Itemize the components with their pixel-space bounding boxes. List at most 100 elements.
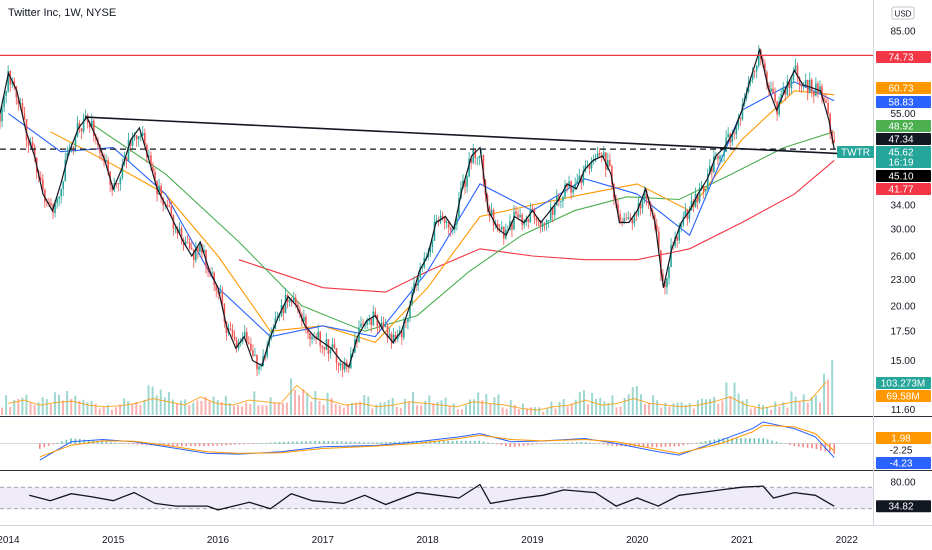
macd-histogram-bar	[176, 443, 179, 447]
candle-body	[245, 331, 248, 343]
candle-body	[670, 245, 672, 268]
volume-bar	[725, 382, 728, 415]
candle-body	[696, 193, 699, 202]
symbol-badge	[837, 146, 874, 158]
candle-body	[541, 223, 544, 227]
macd-histogram-bar	[234, 443, 236, 445]
macd-histogram-bar	[820, 443, 822, 451]
candle-body	[594, 157, 597, 160]
time-axis[interactable]: 2014 2015 2016 2017 2018 2019 2020 2021 2022	[0, 535, 858, 546]
volume-bar	[127, 401, 130, 415]
volume-bar	[212, 396, 215, 415]
volume-bar	[534, 407, 537, 415]
rsi-tick-label: 80.00	[890, 477, 915, 488]
candle-body	[254, 354, 256, 356]
volume-bar	[265, 405, 268, 415]
candle-body	[625, 218, 627, 220]
candle-body	[580, 175, 583, 184]
candle-body	[517, 213, 519, 218]
candle-body	[223, 304, 226, 322]
candle-body	[5, 91, 7, 97]
volume-bar	[220, 402, 223, 415]
candle-body	[48, 202, 50, 204]
drawn-lines[interactable]	[0, 54, 874, 156]
candle-body	[294, 297, 297, 305]
volume-bar	[5, 395, 8, 415]
candle-body	[629, 217, 632, 219]
macd-histogram-bar	[544, 443, 547, 444]
macd-histogram-bar	[709, 440, 711, 444]
volume-bar	[237, 405, 240, 415]
price-label-badge	[876, 96, 931, 108]
candle-body	[19, 103, 22, 105]
macd-histogram-bar	[367, 442, 370, 444]
price-label-text: 47.34	[888, 135, 913, 146]
volume-bar	[802, 394, 805, 415]
price-axis[interactable]: 85.00 55.00 34.00 30.00 26.00 23.00 20.00 17.50…	[837, 26, 931, 513]
candle-body	[817, 83, 819, 93]
volume-bar	[753, 407, 756, 415]
volume-bar	[705, 399, 708, 415]
volume-bar	[660, 407, 663, 415]
volume-bar	[481, 400, 484, 415]
macd-histogram-bar	[571, 442, 574, 444]
candle-body	[753, 71, 756, 73]
candle-body	[431, 240, 434, 248]
volume-bar	[424, 400, 427, 415]
volume-bar	[94, 403, 97, 415]
candle-body	[766, 72, 768, 85]
candle-body	[162, 198, 164, 206]
candle-body	[339, 363, 342, 366]
volume-bar	[192, 402, 195, 415]
volume-bar	[196, 400, 199, 415]
macd-histogram-bar	[491, 443, 494, 444]
moving-average-line	[8, 81, 835, 338]
candle-body	[525, 219, 528, 223]
candle-body	[641, 200, 644, 209]
volume-bar	[782, 402, 785, 415]
volume-bar	[501, 407, 504, 415]
macd-histogram-bar	[225, 443, 228, 446]
macd-histogram-bar	[615, 443, 618, 447]
candle-body	[72, 146, 75, 148]
macd-histogram-bar	[118, 443, 121, 444]
macd-histogram-bar	[132, 443, 134, 445]
volume-bar	[188, 405, 191, 415]
macd-label-text: -4.23	[890, 459, 913, 470]
candle-body	[449, 227, 452, 231]
volume-bar	[436, 402, 439, 415]
candle-body	[452, 228, 454, 231]
volume-bar	[444, 397, 447, 415]
volume-bar	[106, 404, 109, 415]
candle-body	[821, 86, 823, 99]
volume-bar	[542, 411, 545, 415]
macd-histogram-bar	[753, 438, 756, 444]
volume-bar	[818, 402, 821, 415]
volume-bar	[473, 399, 476, 415]
macd-histogram-bar	[629, 443, 631, 447]
candle-body	[537, 220, 540, 222]
volume-bar	[810, 397, 813, 415]
candle-body	[323, 347, 326, 350]
candle-body	[804, 79, 807, 86]
candle-body	[133, 135, 136, 137]
volume-bar	[135, 401, 138, 415]
candle-body	[476, 157, 479, 159]
macd-histogram-bar	[722, 438, 725, 444]
volume-bar	[599, 397, 602, 415]
currency-badge[interactable]: USD	[891, 6, 915, 20]
volume-bar	[717, 403, 720, 415]
candle-body	[496, 223, 499, 229]
volume-bar	[167, 392, 170, 415]
candle-body	[374, 311, 377, 315]
candle-body	[17, 97, 20, 104]
volume-bars	[1, 360, 834, 415]
candle-body	[602, 152, 605, 158]
candle-body	[749, 79, 752, 82]
candle-body	[454, 224, 456, 229]
volume-bar	[261, 405, 264, 415]
macd-histogram-bar	[212, 443, 214, 446]
macd-histogram-bar	[576, 442, 578, 444]
candle-body	[119, 177, 122, 185]
